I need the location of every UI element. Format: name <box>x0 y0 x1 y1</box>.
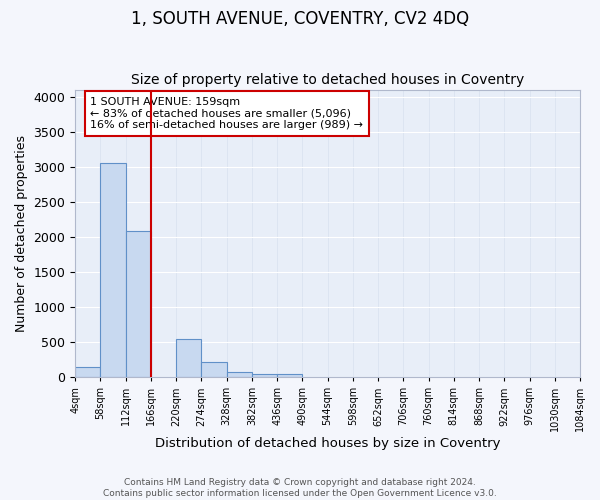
Bar <box>227 372 252 377</box>
Text: Contains HM Land Registry data © Crown copyright and database right 2024.
Contai: Contains HM Land Registry data © Crown c… <box>103 478 497 498</box>
Bar <box>202 362 227 377</box>
Y-axis label: Number of detached properties: Number of detached properties <box>15 135 28 332</box>
Text: 1, SOUTH AVENUE, COVENTRY, CV2 4DQ: 1, SOUTH AVENUE, COVENTRY, CV2 4DQ <box>131 10 469 28</box>
Bar <box>277 374 302 377</box>
Bar <box>125 232 151 377</box>
Title: Size of property relative to detached houses in Coventry: Size of property relative to detached ho… <box>131 73 524 87</box>
Bar <box>176 339 202 377</box>
Bar <box>252 374 277 377</box>
X-axis label: Distribution of detached houses by size in Coventry: Distribution of detached houses by size … <box>155 437 500 450</box>
Bar <box>75 366 100 377</box>
Text: 1 SOUTH AVENUE: 159sqm
← 83% of detached houses are smaller (5,096)
16% of semi-: 1 SOUTH AVENUE: 159sqm ← 83% of detached… <box>90 96 363 130</box>
Bar <box>100 163 125 377</box>
